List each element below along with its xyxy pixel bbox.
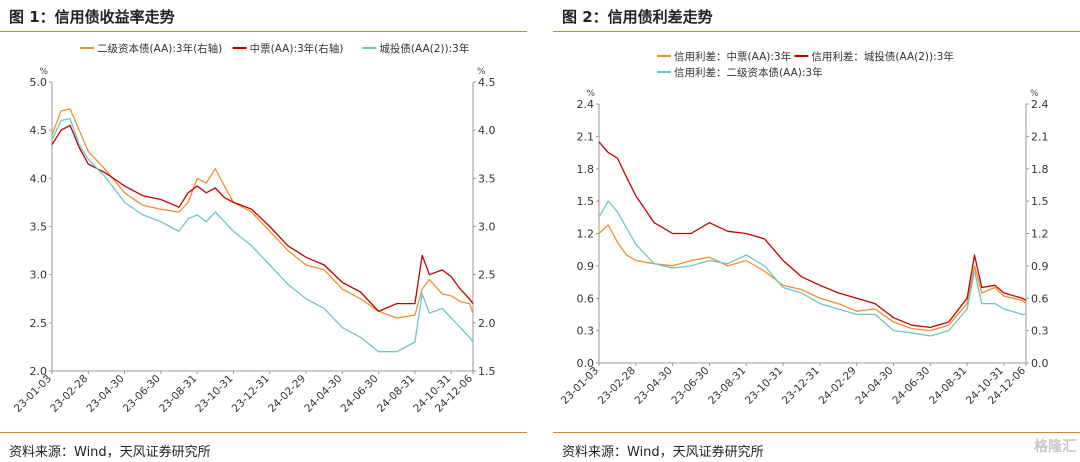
x-tick-label: 23-06-30 [121, 373, 163, 415]
series-line-0 [598, 224, 1027, 332]
title-rule [553, 31, 1080, 32]
right-tick-label: 1.2 [1031, 228, 1049, 241]
right-tick-label: 2.0 [478, 317, 496, 330]
x-tick-label: 23-04-30 [633, 365, 675, 407]
x-tick-label: 23-10-31 [193, 373, 235, 415]
chart-panel-yield: 图 1：信用债收益率走势 %% 2.0 2.5 3.0 3.5 4.0 4.5 5.0 1.5 2… [0, 0, 527, 462]
x-tick-label: 24-06-30 [890, 365, 932, 407]
left-tick-label: 2.0 [30, 365, 48, 378]
x-tick-label: 23-01-03 [12, 373, 54, 415]
x-tick-label: 23-08-31 [706, 365, 748, 407]
x-tick-label: 23-01-03 [559, 365, 601, 407]
source-rule [0, 432, 527, 433]
left-tick-label: 0.3 [577, 325, 595, 338]
left-tick-label: 0.0 [577, 357, 595, 370]
right-tick-label: 2.4 [1031, 98, 1049, 111]
source-note: 资料来源：Wind，天风证券研究所 [9, 445, 211, 460]
chart-title: 图 1：信用债收益率走势 [9, 8, 175, 26]
x-tick-label: 23-02-28 [48, 373, 90, 415]
legend-label: 二级资本债(AA):3年(右轴) [97, 42, 222, 55]
legend-label: 信用利差：城投债(AA(2)):3年 [811, 50, 953, 63]
series-line-2 [598, 200, 1026, 337]
x-tick-label: 23-08-31 [157, 373, 199, 415]
left-tick-label: 1.2 [577, 228, 595, 241]
right-tick-label: 2.1 [1031, 130, 1049, 143]
right-axis-unit: % [477, 67, 486, 77]
left-tick-label: 4.0 [30, 172, 48, 185]
x-tick-label: 23-10-31 [743, 365, 785, 407]
legend-label: 城投债(AA(2)):3年 [379, 42, 469, 55]
right-tick-label: 2.5 [478, 269, 496, 282]
chart-title: 图 2：信用债利差走势 [562, 8, 713, 26]
yield-chart: % % 2.0 2.5 3.0 3.5 4.0 4.5 5.0 1.5 2.0 2.5 3.0 3.5 4.… [12, 42, 496, 415]
legend-label: 中票(AA):3年(右轴) [250, 42, 344, 55]
right-tick-label: 0.0 [1031, 357, 1049, 370]
x-tick-label: 23-06-30 [669, 365, 711, 407]
right-axis-unit: % [1030, 89, 1039, 99]
left-tick-label: 3.0 [30, 269, 48, 282]
left-tick-label: 2.1 [577, 130, 595, 143]
x-tick-label: 23-12-31 [780, 365, 822, 407]
x-tick-label: 24-04-30 [853, 365, 895, 407]
right-tick-label: 3.5 [478, 172, 496, 185]
left-axis-unit: % [39, 67, 48, 77]
right-tick-label: 4.5 [478, 76, 496, 89]
title-rule [0, 31, 527, 32]
x-tick-label: 24-04-30 [302, 373, 344, 415]
legend-label: 信用利差：二级资本债(AA):3年 [674, 66, 823, 79]
x-tick-label: 24-02-29 [266, 373, 308, 415]
right-tick-label: 3.0 [478, 221, 496, 234]
left-tick-label: 1.5 [577, 195, 595, 208]
right-tick-label: 4.0 [478, 124, 496, 137]
left-tick-label: 4.5 [30, 124, 48, 137]
right-tick-label: 0.9 [1031, 260, 1049, 273]
legend-label: 信用利差：中票(AA):3年 [674, 50, 791, 63]
x-tick-label: 23-12-31 [230, 373, 272, 415]
series-line-2 [51, 117, 474, 353]
left-tick-label: 0.6 [577, 292, 595, 305]
chart-panel-spread: 图 2：信用债利差走势 %% 0.0 0.3 0.6 0.9 1.2 1.5 1.8 2.1 2.… [553, 0, 1080, 462]
right-tick-label: 0.6 [1031, 292, 1049, 305]
right-tick-label: 1.8 [1031, 163, 1049, 176]
right-tick-label: 1.5 [1031, 195, 1049, 208]
x-tick-label: 24-06-30 [339, 373, 381, 415]
left-axis-unit: % [586, 89, 595, 99]
x-tick-label: 24-02-29 [817, 365, 859, 407]
source-note: 资料来源：Wind，天风证券研究所 [562, 445, 764, 460]
spread-chart: % % 0.0 0.3 0.6 0.9 1.2 1.5 1.8 2.1 2.4 0.0 0.3 0.6 0.… [559, 50, 1049, 407]
series-line-0 [51, 108, 474, 319]
left-tick-label: 1.8 [577, 163, 595, 176]
right-tick-label: 1.5 [478, 365, 496, 378]
x-tick-label: 24-08-31 [375, 373, 417, 415]
x-tick-label: 24-08-31 [927, 365, 969, 407]
series-line-1 [598, 141, 1027, 329]
series-line-1 [51, 124, 474, 312]
left-tick-label: 2.5 [30, 317, 48, 330]
x-tick-label: 23-02-28 [596, 365, 638, 407]
left-tick-label: 3.5 [30, 221, 48, 234]
watermark: 格隆汇 [1034, 439, 1076, 455]
left-tick-label: 5.0 [30, 76, 48, 89]
left-tick-label: 2.4 [577, 98, 595, 111]
source-rule [553, 432, 1080, 433]
x-tick-label: 23-04-30 [85, 373, 127, 415]
left-tick-label: 0.9 [577, 260, 595, 273]
right-tick-label: 0.3 [1031, 325, 1049, 338]
